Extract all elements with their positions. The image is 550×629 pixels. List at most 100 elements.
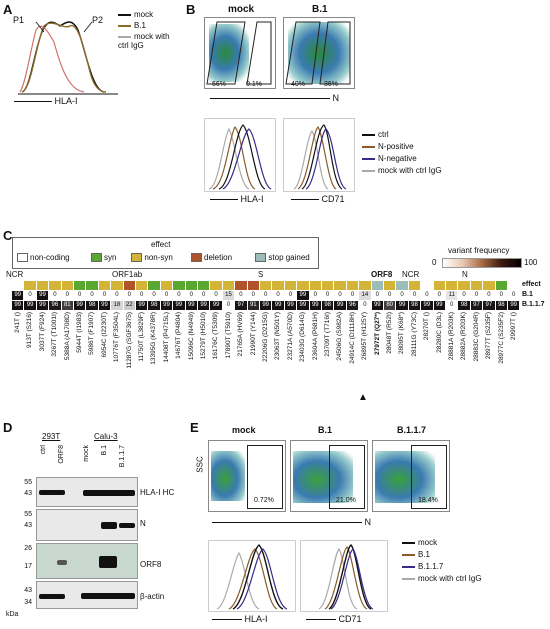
frequency-cell: 0	[74, 291, 87, 300]
mutation-label: 24506G (S982A)	[336, 312, 344, 361]
mutation-label: 5388A (A1708D)	[63, 312, 71, 361]
effect-cell	[49, 281, 62, 290]
group-calu3: Calu-3	[94, 432, 118, 441]
panel-e-xlabel-cd71: CD71	[306, 614, 362, 624]
frequency-cell: 0	[359, 301, 372, 310]
effect-cell	[173, 281, 186, 290]
effect-cell	[297, 281, 310, 290]
effect-cell	[12, 281, 25, 290]
panel-a-letter: A	[3, 2, 13, 17]
frequency-cell: 99	[12, 291, 25, 300]
mutation-label: 3037T (F924)	[38, 312, 46, 352]
panel-b-xlabel-cd71: CD71	[291, 194, 345, 204]
frequency-cell: 0	[86, 291, 99, 300]
mutation-label: 15279T (H5010)	[200, 312, 207, 360]
marker: 43	[24, 522, 32, 529]
mutation-label: 28881A (R203K)	[448, 312, 455, 361]
effect-cell	[136, 281, 149, 290]
frequency-cell: 99	[297, 291, 310, 300]
mutation-label: 15096C (N4949)	[187, 312, 195, 361]
lane-orf8: ORF8	[58, 445, 65, 464]
gate-box	[411, 445, 447, 509]
panel-e-dotplot-mock	[208, 440, 286, 512]
legend-label: N-negative	[378, 154, 417, 163]
frequency-cell: 99	[136, 301, 149, 310]
effect-swatch	[91, 253, 102, 263]
b1-pct-left: 40%	[291, 81, 306, 88]
marker: 55	[24, 479, 32, 486]
frequency-cell: 0	[470, 291, 484, 300]
region-orf1ab: ORF1ab	[112, 270, 143, 279]
region-ncr-left: NCR	[6, 270, 24, 279]
effect-cell	[74, 281, 87, 290]
frequency-cell: 0	[247, 291, 260, 300]
effect-cell	[408, 281, 422, 290]
effect-cell	[98, 281, 112, 290]
mutation-label: 24914C (D1118H)	[348, 312, 356, 364]
panel-b-dotplot-mock	[204, 17, 276, 89]
density-cloud	[211, 451, 245, 501]
band	[83, 490, 135, 496]
region-n: N	[462, 270, 468, 279]
blot-label-beta-actin: β-actin	[140, 592, 165, 601]
variant-frequency-bar	[442, 258, 522, 268]
frequency-cell: 0	[495, 291, 508, 300]
frequency-cell: 99	[396, 301, 409, 310]
blot-label-hla-i-hc: HLA-I HC	[140, 488, 175, 497]
mutation-label: 21990T (Y144)	[249, 312, 257, 356]
effect-cell	[198, 281, 211, 290]
blot-hla-i-hc	[36, 477, 138, 507]
effect-cell	[483, 281, 496, 290]
frequency-cell: 99	[433, 301, 446, 310]
frequency-cell: 0	[421, 291, 434, 300]
frequency-cell: 99	[421, 301, 434, 310]
panel-e-col-mock: mock	[232, 425, 256, 435]
frequency-cell: 0	[446, 301, 459, 310]
e-pct-b117: 18.4%	[418, 497, 438, 504]
frequency-cell: 99	[334, 301, 347, 310]
panel-a-histogram	[18, 21, 118, 95]
band	[101, 522, 117, 529]
frequency-cell: 98	[322, 301, 335, 310]
mutation-label: 16176C (T5309)	[212, 312, 220, 360]
marker: 55	[24, 511, 32, 518]
panel-b-xlabel-hla: HLA-I	[210, 194, 264, 204]
region-ncr-mid: NCR	[402, 270, 420, 279]
frequency-cell: 0	[508, 291, 521, 300]
mutation-label: 23271A (A570D)	[286, 312, 294, 361]
effect-cell	[284, 281, 298, 290]
mutation-label: 14408T (P4715L)	[162, 312, 170, 363]
frequency-cell: 99	[24, 301, 37, 310]
variant-frequency-title: variant frequency	[448, 246, 510, 255]
band	[81, 593, 135, 599]
panel-b-dotplot-b1	[283, 17, 355, 89]
frequency-cell: 0	[111, 291, 124, 300]
density-cloud	[375, 451, 435, 503]
frequency-cell: 18	[111, 301, 124, 310]
legend-swatch	[362, 145, 375, 148]
legend-swatch	[118, 35, 131, 38]
effect-cell	[148, 281, 161, 290]
mutation-label: 28111G (Y73C)	[410, 312, 418, 357]
effect-legend-item: stop gained	[255, 253, 310, 263]
row-label-b1: B.1	[522, 291, 533, 298]
effect-cell	[495, 281, 508, 290]
panel-e-xlabel-hla: HLA-I	[212, 614, 268, 624]
marker: 43	[24, 587, 32, 594]
frequency-cell: 99	[185, 301, 198, 310]
effect-cell	[123, 281, 136, 290]
frequency-cell: 99	[173, 301, 186, 310]
frequency-cell: 0	[235, 291, 248, 300]
legend-label: mock	[418, 538, 438, 547]
legend-swatch	[402, 553, 415, 556]
marker: 26	[24, 545, 32, 552]
effect-label: non-coding	[30, 253, 70, 262]
vf-max: 100	[524, 258, 538, 267]
frequency-cell: 0	[384, 291, 397, 300]
mutation-label: 21765A (HV69)	[237, 312, 245, 357]
blot-label-orf8: ORF8	[140, 560, 162, 569]
hla-histogram-curves	[208, 124, 272, 190]
frequency-cell: 0	[483, 291, 496, 300]
legend-label: B.1	[418, 550, 431, 559]
legend-label: B.1.1.7	[418, 562, 444, 571]
